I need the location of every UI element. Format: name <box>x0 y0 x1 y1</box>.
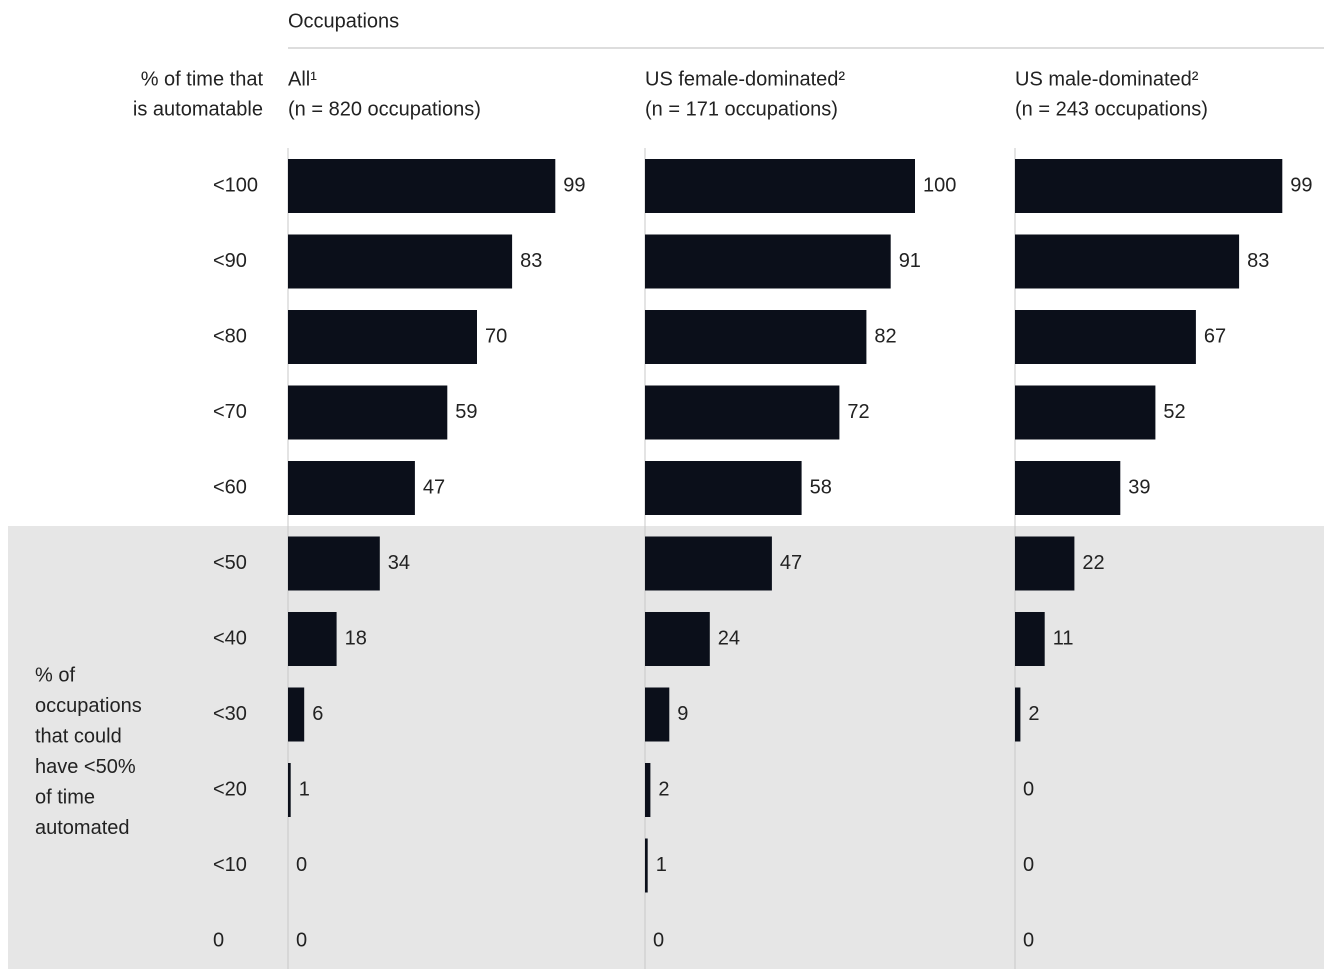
annotation: % of <box>35 664 75 686</box>
header: Occupations <box>288 10 399 32</box>
value-label: 0 <box>653 929 664 951</box>
bar <box>1015 612 1045 666</box>
value-label: 100 <box>923 174 956 196</box>
bar <box>1015 461 1121 515</box>
value-label: 47 <box>423 476 445 498</box>
value-label: 0 <box>296 929 307 951</box>
category-label: <20 <box>213 778 247 800</box>
value-label: 0 <box>296 854 307 876</box>
value-label: 0 <box>1023 778 1034 800</box>
value-label: 22 <box>1082 552 1104 574</box>
value-label: 2 <box>1028 703 1039 725</box>
bar <box>288 310 477 364</box>
category-label: <80 <box>213 325 247 347</box>
highlight-band <box>8 526 1324 969</box>
value-label: 52 <box>1163 401 1185 423</box>
series-name: US female-dominated² <box>645 68 845 90</box>
value-label: 2 <box>658 778 669 800</box>
category-label: <40 <box>213 627 247 649</box>
annotation: automated <box>35 817 130 839</box>
value-label: 59 <box>455 401 477 423</box>
category-label: <70 <box>213 401 247 423</box>
bar <box>645 838 648 893</box>
bar <box>645 687 670 742</box>
value-label: 67 <box>1204 325 1226 347</box>
bar <box>645 536 772 591</box>
category-label: <60 <box>213 476 247 498</box>
value-label: 91 <box>899 250 921 272</box>
bar <box>288 763 291 817</box>
category-label: <100 <box>213 174 258 196</box>
bar <box>1015 159 1283 213</box>
annotation: occupations <box>35 695 142 717</box>
y-axis-title: % of time that <box>141 68 264 90</box>
value-label: 18 <box>345 627 367 649</box>
bar <box>288 385 448 440</box>
bar <box>288 687 305 742</box>
bar <box>645 763 651 817</box>
series-subtitle: (n = 171 occupations) <box>645 98 838 120</box>
annotation: have <50% <box>35 756 136 778</box>
value-label: 83 <box>1247 250 1269 272</box>
value-label: 6 <box>312 703 323 725</box>
value-label: 0 <box>1023 854 1034 876</box>
bar <box>645 159 915 213</box>
category-label: <90 <box>213 250 247 272</box>
bar <box>1015 385 1156 440</box>
bar <box>288 159 556 213</box>
annotation: that could <box>35 725 122 747</box>
value-label: 39 <box>1128 476 1150 498</box>
value-label: 82 <box>874 325 896 347</box>
bar <box>645 234 891 289</box>
value-label: 11 <box>1053 627 1074 649</box>
series-subtitle: (n = 820 occupations) <box>288 98 481 120</box>
series-subtitle: (n = 243 occupations) <box>1015 98 1208 120</box>
value-label: 47 <box>780 552 802 574</box>
bar <box>1015 687 1021 742</box>
series-name: US male-dominated² <box>1015 68 1199 90</box>
bar <box>1015 234 1240 289</box>
bar <box>288 612 337 666</box>
value-label: 99 <box>1290 174 1312 196</box>
bar <box>1015 536 1075 591</box>
value-label: 9 <box>677 703 688 725</box>
bar <box>288 461 415 515</box>
value-label: 0 <box>1023 929 1034 951</box>
value-label: 70 <box>485 325 507 347</box>
bar <box>645 310 867 364</box>
value-label: 72 <box>847 401 869 423</box>
value-label: 83 <box>520 250 542 272</box>
bar <box>288 234 513 289</box>
bar <box>645 385 840 440</box>
bar <box>645 612 710 666</box>
value-label: 34 <box>388 552 410 574</box>
value-label: 99 <box>563 174 585 196</box>
value-label: 24 <box>718 627 740 649</box>
bar <box>645 461 802 515</box>
y-axis-title: is automatable <box>133 98 263 120</box>
category-label: <50 <box>213 552 247 574</box>
value-label: 58 <box>810 476 832 498</box>
value-label: 1 <box>656 854 667 876</box>
value-label: 1 <box>299 778 310 800</box>
bar <box>288 536 380 591</box>
bar <box>1015 310 1196 364</box>
category-label: <30 <box>213 703 247 725</box>
category-label: 0 <box>213 929 224 951</box>
category-label: <10 <box>213 854 247 876</box>
series-name: All¹ <box>288 68 317 90</box>
annotation: of time <box>35 786 95 808</box>
